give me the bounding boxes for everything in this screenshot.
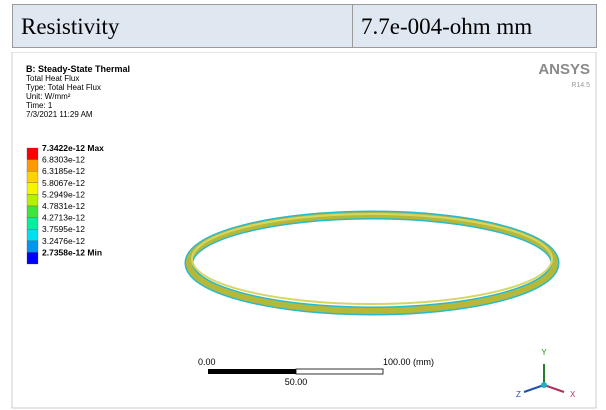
legend-swatch <box>27 160 38 172</box>
legend-swatch <box>27 252 38 264</box>
version: R14.5 <box>571 82 590 89</box>
info-line: 7/3/2021 11:29 AM <box>26 110 93 119</box>
axis-label: X <box>570 390 576 399</box>
legend-label: 6.3185e-12 <box>42 166 85 176</box>
scale-label: 50.00 <box>285 377 308 387</box>
brand: ANSYS <box>538 61 590 78</box>
legend-swatch <box>27 183 38 195</box>
legend-label: 2.7358e-12 Min <box>42 247 102 257</box>
legend-label: 4.7831e-12 <box>42 201 85 211</box>
legend-label: 5.2949e-12 <box>42 189 85 199</box>
axis-label: Z <box>516 390 521 399</box>
info-line: Type: Total Heat Flux <box>26 83 101 92</box>
scale-bar <box>296 369 383 374</box>
legend-swatch <box>27 171 38 183</box>
legend-swatch <box>27 229 38 241</box>
legend-swatch <box>27 206 38 218</box>
legend-swatch <box>27 241 38 253</box>
page: Resistivity 7.7e-004-ohm mm B: Steady-St… <box>0 0 606 410</box>
legend-swatch <box>27 148 38 160</box>
info-line: Time: 1 <box>26 101 53 110</box>
legend-label: 5.8067e-12 <box>42 178 85 188</box>
table-cell: 7.7e-004-ohm mm <box>352 4 597 48</box>
legend-swatch <box>27 194 38 206</box>
legend-label: 7.3422e-12 Max <box>42 143 104 153</box>
table-cell: Resistivity <box>12 4 353 48</box>
axis-label: Y <box>541 348 547 357</box>
scale-bar <box>208 369 296 374</box>
legend-label: 4.2713e-12 <box>42 213 85 223</box>
legend-label: 6.8303e-12 <box>42 155 85 165</box>
result-image: B: Steady-State Thermal Total Heat FluxT… <box>0 52 606 410</box>
legend-label: 3.7595e-12 <box>42 224 85 234</box>
info-line: Unit: W/mm² <box>26 92 71 101</box>
figure-title: B: Steady-State Thermal <box>26 64 130 74</box>
scale-label: 0.00 <box>198 357 216 367</box>
scale-label: 100.00 (mm) <box>383 357 434 367</box>
legend-swatch <box>27 218 38 230</box>
info-line: Total Heat Flux <box>26 74 79 83</box>
legend-label: 3.2476e-12 <box>42 236 85 246</box>
